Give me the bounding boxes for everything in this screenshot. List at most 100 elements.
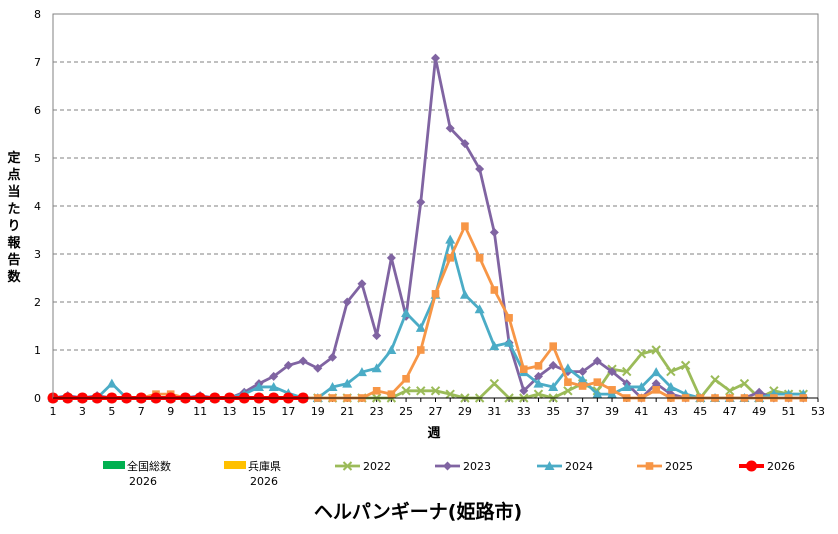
legend-item-兵庫県-2026: 兵庫県 2026 (224, 459, 281, 488)
data-point-2024 (562, 363, 573, 373)
data-point-2022 (489, 378, 500, 389)
x-tick-label: 53 (811, 405, 825, 418)
data-point-2024 (445, 234, 456, 244)
data-point-2025 (519, 365, 528, 373)
data-point-2024 (356, 367, 367, 377)
x-tick-label: 25 (399, 405, 413, 418)
legend-label-year: 2026 (129, 475, 157, 488)
legend-item-2026: 2026 (739, 460, 795, 473)
data-point-2025 (564, 378, 572, 386)
data-point-2025 (534, 362, 543, 370)
data-point-2023 (416, 197, 426, 207)
data-point-2022 (680, 360, 691, 371)
y-tick-label: 1 (34, 344, 41, 357)
y-axis-label: 定点当たり報告数 (6, 150, 21, 285)
x-tick-label: 23 (370, 405, 384, 418)
x-axis-label: 週 (427, 426, 440, 441)
data-point-2023 (386, 253, 396, 263)
x-tick-label: 29 (458, 405, 472, 418)
data-point-2024 (342, 378, 353, 388)
legend-item-全国総数-2026: 全国総数 2026 (103, 459, 171, 488)
x-tick-label: 35 (546, 405, 560, 418)
data-point-2024 (533, 378, 544, 388)
data-point-2023 (313, 363, 323, 373)
data-point-2025 (475, 254, 484, 262)
data-point-2024 (651, 367, 662, 377)
data-point-2022 (533, 389, 544, 399)
data-point-2022 (430, 386, 441, 396)
legend-item-2022: 2022 (335, 460, 391, 473)
legend-label-year: 2026 (250, 475, 278, 488)
legend-label: 2026 (767, 460, 795, 473)
x-tick-label: 51 (782, 405, 796, 418)
data-point-2023 (357, 279, 367, 289)
y-axis-label-char: 当 (7, 184, 20, 200)
data-point-2025 (416, 346, 425, 354)
data-point-2023 (519, 386, 529, 396)
y-tick-label: 0 (34, 392, 41, 405)
data-point-2025 (446, 254, 455, 262)
data-point-2024 (415, 322, 426, 332)
data-point-2024 (268, 381, 279, 391)
series-layer (47, 53, 809, 404)
data-point-2025 (549, 342, 557, 350)
x-tick-label: 39 (605, 405, 619, 418)
data-point-2024 (489, 341, 500, 351)
data-point-2022 (636, 349, 647, 359)
legend-label: 2024 (565, 460, 593, 473)
x-tick-label: 1 (50, 405, 57, 418)
x-tick-labels: 1 3 5 7 9 11 13 15 17 19 21 23 25 27 29 31 33 35 37 39 41 43 4… (50, 398, 825, 418)
legend-item-2024: 2024 (537, 460, 593, 473)
x-tick-label: 17 (281, 405, 295, 418)
data-point-2024 (386, 345, 397, 354)
legend-swatch-marker (645, 462, 654, 470)
legend-item-2023: 2023 (435, 460, 491, 473)
axes (52, 13, 819, 399)
data-point-2024 (459, 289, 470, 299)
data-point-2023 (489, 227, 499, 237)
data-point-2023 (548, 360, 558, 370)
legend-swatch (103, 461, 125, 469)
x-tick-label: 15 (252, 405, 266, 418)
x-tick-label: 3 (79, 405, 86, 418)
series-line-2023 (52, 56, 804, 400)
data-point-2023 (533, 371, 543, 381)
x-tick-label: 45 (693, 405, 707, 418)
x-tick-label: 43 (664, 405, 678, 418)
data-point-2025 (490, 286, 499, 294)
data-point-2025 (387, 390, 396, 398)
data-point-2023 (269, 371, 279, 381)
x-tick-label: 5 (108, 405, 115, 418)
data-point-2023 (475, 164, 485, 174)
data-point-2022 (445, 389, 455, 399)
data-point-2024 (592, 389, 603, 399)
data-point-2023 (298, 356, 308, 366)
y-tick-label: 3 (34, 248, 41, 261)
legend-swatch-marker (342, 461, 353, 471)
x-tick-label: 11 (193, 405, 207, 418)
data-point-2022 (739, 378, 750, 389)
data-point-2023 (607, 367, 617, 377)
data-point-2025 (593, 378, 602, 386)
data-point-2022 (622, 366, 632, 377)
data-point-2023 (592, 356, 602, 366)
series-line-2022 (53, 348, 804, 400)
y-axis-label-char: り (7, 219, 20, 234)
data-point-2023 (578, 367, 588, 377)
data-point-2024 (371, 363, 382, 373)
legend-label: 2023 (463, 460, 491, 473)
data-point-2025 (402, 375, 410, 383)
y-axis-label-char: 定 (6, 150, 20, 166)
data-point-2022 (725, 386, 735, 396)
data-point-2023 (460, 139, 470, 149)
y-axis-label-char: た (7, 202, 20, 217)
x-tick-label: 19 (311, 405, 325, 418)
legend-swatch-marker (746, 460, 757, 472)
data-point-2025 (652, 386, 660, 394)
data-point-2025 (608, 386, 616, 394)
data-point-2022 (401, 386, 411, 396)
legend-label: 2022 (363, 460, 391, 473)
x-tick-label: 31 (487, 405, 501, 418)
legend-swatch-marker (443, 461, 452, 471)
